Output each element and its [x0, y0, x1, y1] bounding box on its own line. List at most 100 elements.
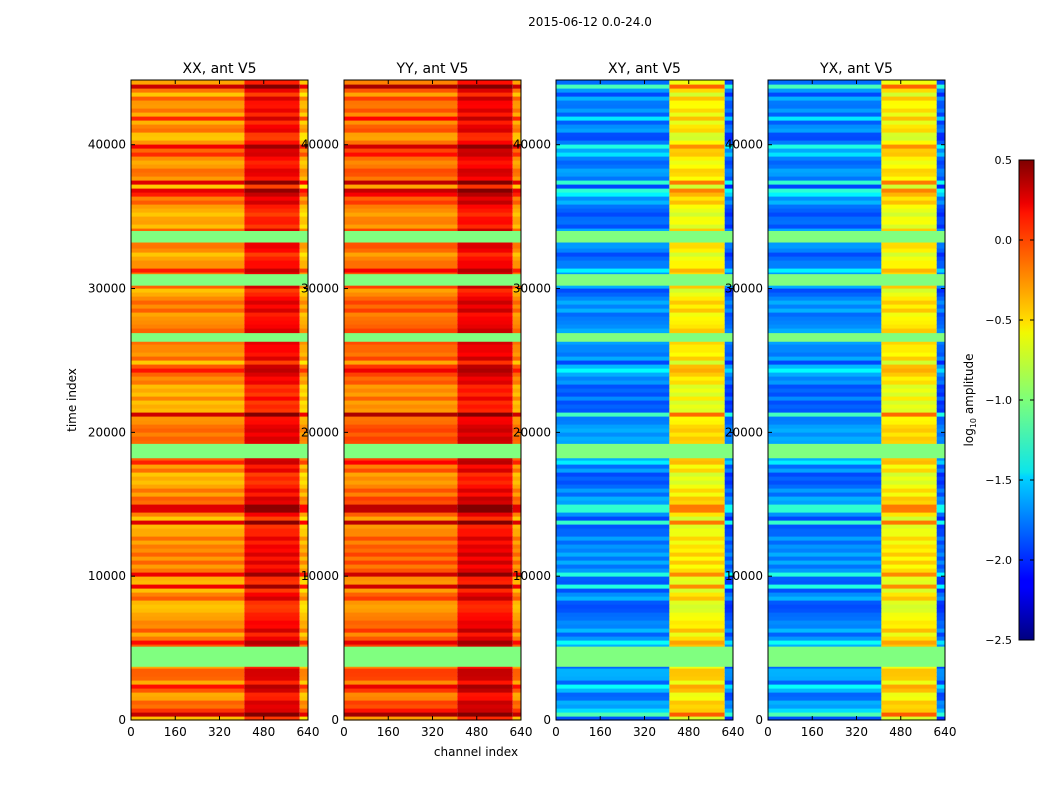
heatmap-cell — [669, 680, 725, 685]
heatmap-cell — [881, 544, 937, 549]
heatmap-cell — [768, 580, 882, 585]
heatmap-cell — [512, 540, 521, 545]
heatmap-cell — [131, 204, 245, 209]
heatmap-cell — [244, 264, 300, 269]
heatmap-cell — [669, 188, 725, 193]
heatmap-cell — [344, 700, 458, 705]
heatmap-cell — [131, 508, 245, 513]
heatmap-cell — [936, 428, 945, 433]
heatmap-cell — [556, 548, 670, 553]
heatmap-cell — [881, 460, 937, 465]
heatmap-cell — [457, 552, 513, 557]
heatmap-cell — [512, 556, 521, 561]
heatmap-cell — [936, 80, 945, 85]
heatmap-cell — [724, 320, 733, 325]
heatmap-cell — [724, 376, 733, 381]
heatmap-cell — [457, 176, 513, 181]
heatmap-cell — [457, 516, 513, 521]
heatmap-cell — [457, 156, 513, 161]
heatmap-cell — [131, 164, 245, 169]
heatmap-cell — [669, 224, 725, 229]
heatmap-cell — [556, 384, 670, 389]
heatmap-cell — [669, 616, 725, 621]
heatmap-cell — [457, 468, 513, 473]
heatmap-cell — [299, 612, 308, 617]
heatmap-cell — [344, 684, 458, 689]
heatmap-cell — [881, 528, 937, 533]
heatmap-cell — [881, 104, 937, 109]
heatmap-cell — [512, 616, 521, 621]
heatmap-cell — [244, 392, 300, 397]
heatmap-cell — [344, 184, 458, 189]
heatmap-cell — [512, 412, 521, 417]
heatmap-cell — [512, 388, 521, 393]
heatmap-cell — [244, 692, 300, 697]
heatmap-panel: XY, ant V50 160 320 480 64001000020000300004… — [513, 61, 745, 739]
heatmap-cell — [299, 560, 308, 565]
heatmap-cell — [512, 592, 521, 597]
heatmap-cell — [881, 188, 937, 193]
heatmap-cell — [344, 692, 458, 697]
heatmap-cell — [724, 600, 733, 605]
heatmap-cell — [512, 376, 521, 381]
heatmap-cell — [512, 612, 521, 617]
heatmap-cell — [131, 544, 245, 549]
heatmap-cell — [936, 688, 945, 693]
heatmap-cell — [131, 176, 245, 181]
heatmap-cell — [131, 112, 245, 117]
heatmap-cell — [512, 172, 521, 177]
heatmap-cell — [669, 268, 725, 273]
heatmap-cell — [512, 152, 521, 157]
heatmap-cell — [244, 540, 300, 545]
heatmap-cell — [457, 644, 513, 649]
heatmap-cell — [556, 116, 670, 121]
heatmap-cell — [299, 104, 308, 109]
heatmap-cell — [881, 80, 937, 85]
heatmap-cell — [768, 208, 882, 213]
heatmap-cell — [556, 624, 670, 629]
heatmap-cell — [344, 404, 458, 409]
colorbar: 0.50.0−0.5−1.0−1.5−2.0−2.5 log10 amplitu… — [962, 154, 1035, 647]
heatmap-cell — [457, 488, 513, 493]
heatmap-cell — [299, 596, 308, 601]
heatmap-cell — [131, 312, 245, 317]
heatmap-cell — [457, 104, 513, 109]
y-tick-label: 20000 — [513, 425, 551, 439]
y-tick-label: 40000 — [725, 138, 763, 152]
heatmap-cell — [512, 264, 521, 269]
heatmap-cell — [724, 152, 733, 157]
heatmap-cell — [457, 312, 513, 317]
heatmap-cell — [299, 704, 308, 709]
heatmap-cell — [299, 100, 308, 105]
heatmap-cell — [936, 228, 945, 233]
heatmap-cell — [556, 640, 670, 645]
heatmap-cell — [669, 692, 725, 697]
heatmap-cell — [244, 352, 300, 357]
heatmap-cell — [457, 592, 513, 597]
heatmap-cell — [936, 508, 945, 513]
heatmap-cell — [768, 376, 882, 381]
heatmap-cell — [244, 116, 300, 121]
heatmap-cell — [457, 200, 513, 205]
heatmap-cell — [299, 92, 308, 97]
heatmap-cell — [881, 388, 937, 393]
heatmap-cell — [299, 620, 308, 625]
colorbar-label: log10 amplitude — [962, 354, 978, 447]
heatmap-cell — [936, 480, 945, 485]
heatmap-cell — [131, 168, 245, 173]
heatmap-cell — [936, 416, 945, 421]
heatmap-cell — [457, 600, 513, 605]
heatmap-cell — [299, 160, 308, 165]
heatmap-cell — [299, 692, 308, 697]
heatmap-cell — [299, 364, 308, 369]
heatmap-cell — [344, 580, 458, 585]
heatmap-cell — [344, 372, 458, 377]
heatmap-cell — [724, 528, 733, 533]
heatmap-cell — [344, 432, 458, 437]
heatmap-cell — [457, 512, 513, 517]
heatmap-cell — [244, 108, 300, 113]
heatmap-cell — [244, 148, 300, 153]
heatmap-cell — [299, 552, 308, 557]
heatmap-cell — [244, 532, 300, 537]
heatmap-cell — [881, 320, 937, 325]
